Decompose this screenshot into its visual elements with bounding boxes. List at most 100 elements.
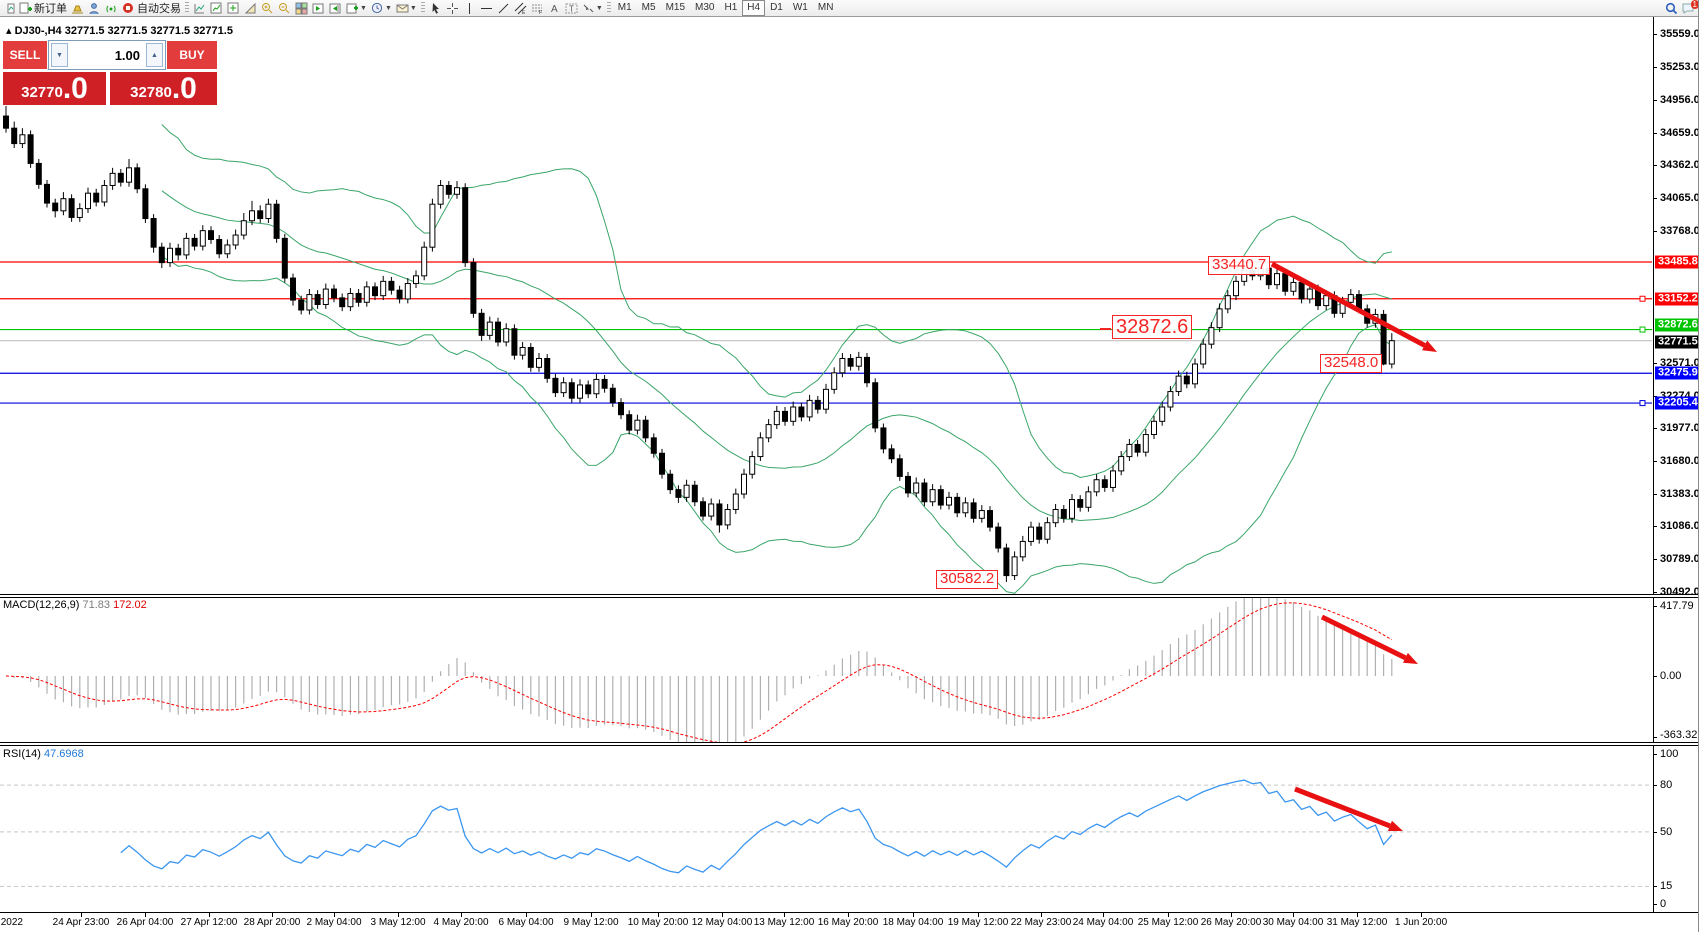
- sell-button[interactable]: SELL: [2, 40, 48, 70]
- hline-handle[interactable]: [1639, 400, 1646, 407]
- candle: [847, 357, 854, 367]
- arrows-icon[interactable]: ▼: [580, 1, 605, 15]
- candle: [347, 292, 354, 308]
- timeframe-button-M30[interactable]: M30: [695, 2, 715, 13]
- candle: [691, 484, 698, 503]
- chat-icon[interactable]: 1: [1680, 0, 1699, 15]
- bollinger-upper: [161, 124, 1392, 478]
- volume-input[interactable]: 1.00: [114, 47, 140, 63]
- price-note-32548.0[interactable]: 32548.0: [1320, 354, 1383, 373]
- autotrading-icon[interactable]: 自动交易: [120, 1, 183, 15]
- candle: [1060, 508, 1067, 519]
- clock-icon[interactable]: ▼: [369, 1, 394, 15]
- vertical-line-icon[interactable]: [461, 1, 478, 15]
- toolbar-group-chart-controls: ▼ ▼ ▼: [191, 0, 419, 16]
- timeframe-button-H4[interactable]: H4: [742, 0, 766, 16]
- fibonacci-icon[interactable]: F: [529, 1, 546, 15]
- mail-icon[interactable]: ▼: [394, 1, 419, 15]
- rsi-tick: 0: [1660, 898, 1667, 910]
- candle: [150, 218, 157, 248]
- chart-up-icon[interactable]: [208, 1, 225, 15]
- candle: [708, 503, 715, 517]
- cursor-icon[interactable]: [427, 1, 444, 15]
- candles: [3, 100, 1395, 582]
- price-axis[interactable]: 35559.0 35253.0 34956.0 34659.0 34362.0 34065…: [1653, 17, 1699, 598]
- rsi-axis[interactable]: 100 80 50 15 0: [1653, 746, 1699, 912]
- trend-arrow-2[interactable]: [1320, 614, 1407, 661]
- price-note-33440.7[interactable]: 33440.7: [1208, 256, 1271, 275]
- new-order-icon[interactable]: 新订单: [17, 1, 69, 15]
- buy-price[interactable]: 32780.0: [109, 71, 218, 106]
- price-note-30582.2[interactable]: 30582.2: [936, 570, 999, 589]
- timeframe-button-W1[interactable]: W1: [792, 2, 808, 13]
- candle: [577, 384, 583, 399]
- candle: [1069, 499, 1075, 519]
- dropdown-arrow-icon[interactable]: ▼: [360, 4, 367, 12]
- text-label-icon[interactable]: T: [563, 1, 580, 15]
- main-macd-separator[interactable]: [0, 594, 1699, 598]
- text-icon[interactable]: A: [546, 1, 563, 15]
- candle: [249, 210, 255, 222]
- timeframe-button-D1[interactable]: D1: [770, 2, 783, 13]
- timeframe-button-M15[interactable]: M15: [665, 2, 686, 13]
- time-tick: 31 May 12:00: [1326, 917, 1388, 928]
- gold-icon[interactable]: [69, 1, 86, 15]
- toolbar-group-draw-tools: E F A T ▼: [427, 0, 605, 16]
- timeframe-button-M1[interactable]: M1: [617, 2, 632, 13]
- volume-decrease-button[interactable]: ▼: [51, 43, 68, 67]
- macd-axis[interactable]: 417.79 0.00 -363.32: [1653, 598, 1699, 742]
- candle: [1233, 280, 1239, 297]
- volume-increase-button[interactable]: ▲: [146, 43, 163, 67]
- zoom-in-icon[interactable]: [259, 1, 276, 15]
- auto-scroll-icon[interactable]: [310, 1, 327, 15]
- candle: [880, 427, 887, 450]
- signals-icon[interactable]: [103, 1, 120, 15]
- price-note-32872.6[interactable]: 32872.6: [1112, 315, 1193, 339]
- chart-up2-icon[interactable]: [225, 1, 242, 15]
- trend-arrow-1[interactable]: [1270, 261, 1426, 348]
- chart-partial-icon[interactable]: [0, 1, 17, 15]
- horizontal-line-icon[interactable]: [478, 1, 495, 15]
- candle: [601, 378, 608, 389]
- timeframe-button-M5[interactable]: M5: [641, 2, 656, 13]
- svg-text:E: E: [522, 10, 526, 15]
- price-tick: 31680.0: [1660, 455, 1699, 467]
- search-icon[interactable]: [1663, 1, 1680, 15]
- trend-arrow-3[interactable]: [1294, 786, 1391, 829]
- hline-handle[interactable]: [1639, 326, 1646, 333]
- ruler-icon[interactable]: [242, 1, 259, 15]
- macd-rsi-separator[interactable]: [0, 742, 1699, 746]
- indicator-list-icon[interactable]: [191, 1, 208, 15]
- candle: [404, 283, 411, 300]
- hline-handle[interactable]: [1639, 295, 1646, 302]
- candle: [183, 237, 190, 256]
- equidistant-channel-icon[interactable]: E: [512, 1, 529, 15]
- dropdown-arrow-icon[interactable]: ▼: [409, 4, 417, 12]
- dropdown-arrow-icon[interactable]: ▼: [595, 4, 603, 12]
- new-chart-icon[interactable]: ▼: [344, 1, 369, 15]
- profile-icon[interactable]: [86, 1, 103, 15]
- candle: [1380, 313, 1387, 365]
- candle: [1110, 470, 1116, 488]
- candle: [872, 382, 879, 429]
- candle: [437, 184, 444, 205]
- zoom-out-icon[interactable]: [276, 1, 293, 15]
- candle: [355, 292, 362, 303]
- trendline-icon[interactable]: [495, 1, 512, 15]
- candle: [19, 134, 26, 145]
- candle: [93, 192, 100, 203]
- tile-windows-icon[interactable]: [293, 1, 310, 15]
- timeframe-button-MN[interactable]: MN: [817, 2, 834, 13]
- buy-button[interactable]: BUY: [166, 40, 218, 70]
- candle: [732, 493, 739, 510]
- timeframe-button-H1[interactable]: H1: [724, 2, 738, 13]
- chart-shift-icon[interactable]: [327, 1, 344, 15]
- candle: [618, 402, 624, 416]
- sell-price[interactable]: 32770.0: [2, 71, 108, 106]
- time-tick: 18 May 04:00: [882, 917, 944, 928]
- time-tick: 9 May 12:00: [563, 917, 619, 928]
- time-axis[interactable]: 21 Apr 2022 24 Apr 23:00 26 Apr 04:00 27 Ap…: [0, 912, 1699, 932]
- crosshair-icon[interactable]: [444, 1, 461, 15]
- dropdown-arrow-icon[interactable]: ▼: [384, 4, 392, 12]
